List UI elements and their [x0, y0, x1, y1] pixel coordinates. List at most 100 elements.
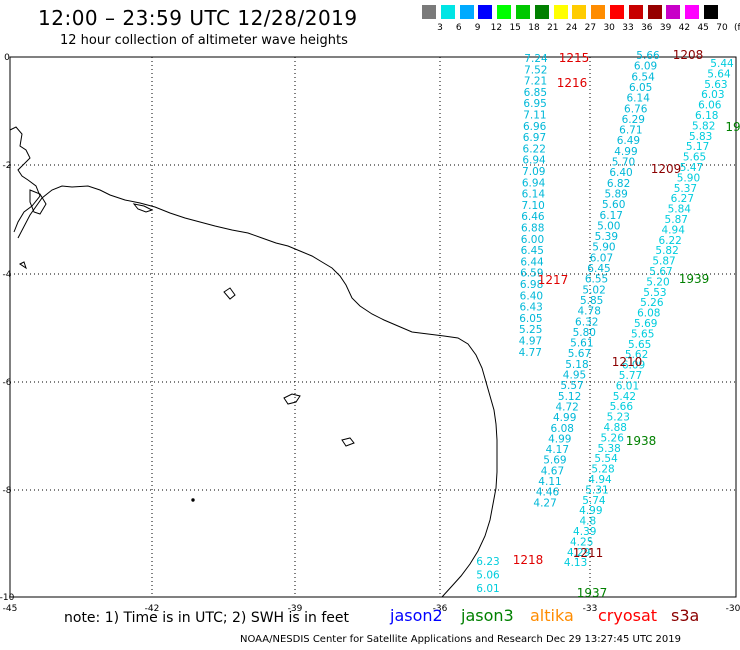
wave-height-value: 5.61: [570, 338, 593, 350]
wave-height-value: 5.84: [668, 204, 692, 216]
wave-height-value: 4.95: [563, 370, 586, 382]
wave-height-value: 7.21: [524, 76, 547, 88]
scale-swatch: [478, 5, 493, 19]
wave-height-value: 5.66: [636, 50, 660, 62]
coastline: [9, 126, 498, 598]
wave-height-value: 4.94: [588, 474, 612, 486]
wave-height-value: 5.82: [692, 120, 715, 132]
wave-height-value: 6.95: [523, 98, 546, 110]
pass-time-label: 1210: [612, 355, 643, 369]
map-border: [9, 56, 737, 598]
legend-s3a: s3a: [671, 606, 700, 625]
pass-time-label: 1209: [651, 162, 682, 176]
lon-tick-label: -42: [145, 604, 160, 614]
satellite-tracks: 7.247.527.216.856.957.116.966.976.226.94…: [476, 50, 734, 595]
scale-swatch: [704, 5, 718, 19]
pass-time-label: 1939: [679, 272, 710, 286]
wave-height-value: 4.94: [662, 224, 686, 236]
wave-height-value: 6.14: [522, 189, 546, 201]
wave-height-value: 7.11: [523, 110, 546, 122]
scale-swatch: [591, 5, 606, 19]
wave-height-value: 7.10: [521, 200, 544, 212]
pass-time-label: 1215: [559, 51, 590, 65]
wave-height-value: 5.39: [595, 231, 618, 243]
wave-height-value: 5.06: [476, 570, 500, 582]
wave-height-value: 6.71: [619, 125, 642, 137]
scale-swatch: [534, 5, 549, 19]
scale-label: 24: [565, 23, 578, 33]
wave-height-value: 6.98: [520, 279, 543, 291]
wave-height-value: 5.64: [707, 68, 731, 80]
wave-height-value: 5.67: [568, 348, 591, 360]
lon-tick-label: -30: [726, 604, 740, 614]
pass-time-label: 1937: [577, 586, 608, 600]
lon-tick-label: -33: [583, 604, 598, 614]
scale-swatch: [422, 5, 436, 19]
lat-tick-label: -10: [0, 593, 15, 603]
wave-height-value: 5.65: [631, 328, 654, 340]
wave-height-value: 5.17: [686, 141, 709, 153]
wave-height-value: 6.32: [575, 316, 598, 328]
lat-tick-label: -2: [3, 161, 12, 171]
scale-swatch: [516, 5, 530, 19]
scale-label: 36: [641, 23, 653, 33]
pass-time-label: 1938: [626, 434, 657, 448]
scale-label: 21: [547, 23, 559, 33]
wave-height-value: 5.18: [565, 359, 588, 371]
scale-swatch: [610, 5, 624, 19]
lat-tick-label: -4: [3, 270, 12, 280]
legend-cryosat: cryosat: [598, 606, 658, 625]
wave-height-value: 6.01: [616, 380, 639, 392]
wave-height-value: 5.28: [591, 464, 614, 476]
map-title: 12:00 – 23:59 UTC 12/28/2019: [38, 6, 358, 30]
pass-time-label: 1216: [557, 76, 588, 90]
lat-tick-label: 0: [4, 53, 10, 63]
wave-height-value: 5.83: [689, 131, 712, 143]
scale-swatch: [666, 5, 681, 19]
wave-height-value: 6.40: [520, 290, 543, 302]
pass-time-label: 19: [725, 120, 740, 134]
wave-height-value: 6.08: [637, 308, 660, 320]
wave-height-value: 4.99: [614, 146, 637, 158]
wave-height-value: 5.62: [625, 349, 648, 361]
wave-height-value: 6.88: [521, 223, 544, 235]
wave-height-value: 5.77: [619, 370, 642, 382]
wave-height-value: 4.72: [555, 401, 578, 413]
wave-height-value: 5.65: [683, 152, 706, 164]
scale-label: 70: [716, 23, 728, 33]
map-gridlines: [10, 57, 736, 597]
scale-label: 39: [659, 23, 672, 33]
axis-labels: 0 -2 -4 -6 -8 -10-45 -42 -39 -36 -33 -30: [0, 53, 740, 614]
wave-height-value: 6.76: [624, 103, 648, 115]
lat-tick-label: -6: [3, 378, 12, 388]
pass-time-label: 1211: [573, 546, 604, 560]
units-note: note: 1) Time is in UTC; 2) SWH is in fe…: [64, 610, 350, 626]
lon-tick-label: -36: [433, 604, 448, 614]
wave-height-value: 6.23: [476, 556, 499, 568]
wave-height-value: 6.55: [585, 274, 608, 286]
wave-height-value: 6.22: [523, 143, 546, 155]
wave-height-value: 6.96: [523, 121, 547, 133]
scale-label: 27: [584, 23, 597, 33]
wave-height-value: 5.89: [604, 188, 627, 200]
wave-height-value: 4.99: [579, 505, 602, 517]
scale-label: 6: [455, 23, 462, 33]
island: [283, 393, 301, 405]
wave-height-value: 6.44: [520, 256, 544, 268]
wave-height-value: 5.70: [612, 157, 635, 169]
wave-height-value: 6.46: [521, 211, 545, 223]
wave-height-value: 4.88: [604, 422, 627, 434]
wave-height-value: 4.11: [538, 476, 561, 488]
lon-tick-label: -39: [288, 604, 303, 614]
scale-label: 15: [509, 23, 521, 33]
wave-height-value: 4.67: [541, 465, 564, 477]
scale-swatch: [459, 5, 474, 19]
wave-height-value: 6.27: [671, 193, 694, 205]
map-subtitle: 12 hour collection of altimeter wave hei…: [60, 33, 348, 48]
scale-swatch: [572, 5, 587, 19]
scale-label: 18: [528, 23, 540, 33]
island: [341, 437, 355, 447]
wave-height-value: 5.65: [628, 339, 651, 351]
pass-time-label: 1217: [538, 273, 569, 287]
